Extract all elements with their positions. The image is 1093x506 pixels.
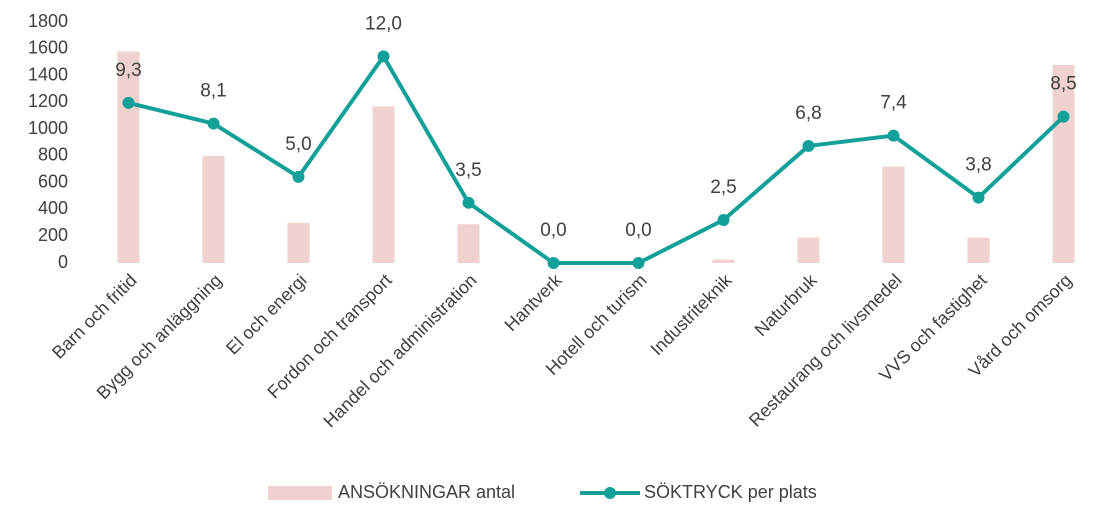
legend-swatch xyxy=(268,486,332,500)
data-label: 9,3 xyxy=(115,60,141,81)
line-marker xyxy=(207,117,220,130)
y-tick-label: 1600 xyxy=(28,38,68,58)
line-marker xyxy=(547,257,560,269)
x-tick-label: Naturbruk xyxy=(751,269,822,340)
y-tick-label: 1800 xyxy=(28,11,68,31)
data-label: 0,0 xyxy=(625,220,651,241)
bar xyxy=(882,166,905,263)
data-label: 6,8 xyxy=(795,103,821,124)
bar xyxy=(287,222,310,263)
bar xyxy=(372,106,395,263)
data-label: 8,5 xyxy=(1050,74,1076,95)
data-label: 0,0 xyxy=(540,220,566,241)
legend-marker xyxy=(604,487,616,499)
x-tick-label: El och energi xyxy=(222,270,310,358)
line-marker xyxy=(462,196,475,209)
y-tick-label: 200 xyxy=(38,225,68,245)
y-tick-label: 1400 xyxy=(28,64,68,84)
x-tick-label: Industriteknik xyxy=(647,269,737,359)
line-marker xyxy=(292,170,305,183)
y-tick-label: 800 xyxy=(38,145,68,165)
line-marker xyxy=(717,213,730,226)
legend-label: SÖKTRYCK per plats xyxy=(644,482,817,502)
data-label: 3,8 xyxy=(965,155,991,176)
bar xyxy=(712,259,735,263)
data-label: 12,0 xyxy=(365,13,402,34)
bar xyxy=(457,224,480,263)
line-marker xyxy=(972,191,985,204)
x-tick-label: Hantverk xyxy=(501,269,567,335)
bar xyxy=(797,237,820,263)
bar xyxy=(967,237,990,263)
data-label: 8,1 xyxy=(200,81,226,102)
line-marker xyxy=(802,139,815,152)
line-marker xyxy=(632,257,645,269)
y-tick-label: 600 xyxy=(38,171,68,191)
data-label: 3,5 xyxy=(455,160,481,181)
line-marker xyxy=(887,129,900,142)
y-tick-label: 1200 xyxy=(28,91,68,111)
line-marker xyxy=(377,50,390,63)
bar xyxy=(117,51,140,264)
legend-label: ANSÖKNINGAR antal xyxy=(338,482,515,502)
line xyxy=(128,54,1065,265)
data-label: 5,0 xyxy=(285,134,311,155)
data-label: 2,5 xyxy=(710,177,736,198)
line-marker xyxy=(122,96,135,109)
x-tick-label: Barn och fritid xyxy=(48,270,141,363)
y-tick-label: 1000 xyxy=(28,118,68,138)
y-tick-label: 0 xyxy=(58,252,68,272)
line-marker xyxy=(1057,110,1070,123)
x-tick-label: Handel och administration xyxy=(319,270,480,431)
y-tick-label: 400 xyxy=(38,198,68,218)
bar xyxy=(202,155,225,263)
x-tick-label: Restaurang och livsmedel xyxy=(745,270,906,431)
data-label: 7,4 xyxy=(880,93,907,114)
